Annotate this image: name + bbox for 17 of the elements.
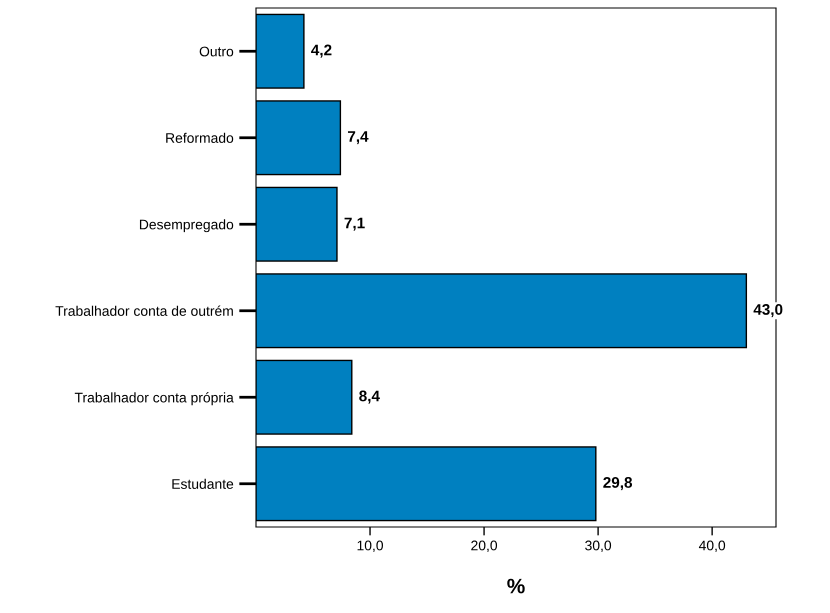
x-tick-label: 10,0: [358, 540, 384, 552]
y-tick-label: Trabalhador conta de outrém: [56, 306, 233, 316]
y-tick-label: Desempregado: [140, 219, 234, 232]
data-label: 8,4: [359, 390, 380, 404]
x-axis-title: %: [507, 578, 525, 594]
y-tick-label: Trabalhador conta própria: [74, 392, 234, 406]
x-tick-label: 20,0: [471, 540, 498, 552]
data-label: 29,8: [603, 477, 632, 490]
x-tick-label: 30,0: [585, 540, 612, 552]
y-tick-label: Estudante: [172, 478, 234, 489]
data-label: 7,1: [344, 218, 365, 231]
data-label: 4,2: [311, 44, 332, 58]
x-tick-label: 40,0: [698, 540, 726, 552]
y-tick-label: Reformado: [166, 132, 234, 143]
data-label: 43,0: [754, 304, 782, 318]
data-label: 7,4: [348, 131, 368, 144]
y-tick-label: Outro: [200, 46, 234, 56]
